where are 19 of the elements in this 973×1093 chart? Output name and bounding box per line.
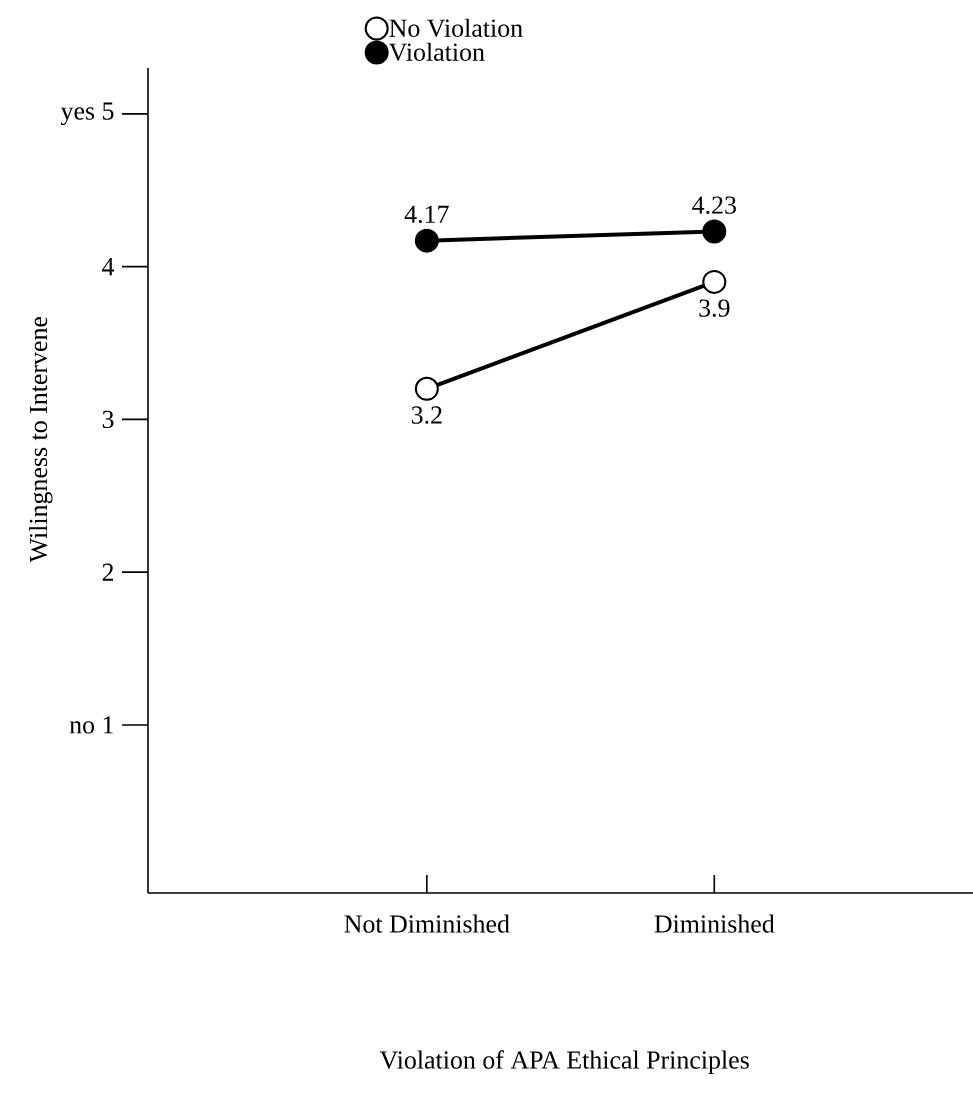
point xyxy=(702,219,727,244)
x-tick-label: Not Diminished xyxy=(344,914,510,933)
point xyxy=(414,228,439,253)
point xyxy=(702,269,727,294)
legend-label: No Violation xyxy=(389,18,523,38)
point xyxy=(414,376,439,401)
data-label: 4.23 xyxy=(692,196,736,214)
y-tick-label: 3 xyxy=(102,410,114,429)
data-label: 3.2 xyxy=(411,406,442,424)
data-label: 4.17 xyxy=(404,205,449,224)
y-tick-label: 2 xyxy=(102,563,114,581)
y-axis-title: Wilingness to Intervene xyxy=(28,316,53,563)
y-tick-label: 4 xyxy=(102,258,115,276)
x-tick-label: Diminished xyxy=(654,914,775,933)
legend-label: Violation xyxy=(388,42,485,62)
y-tick-label: yes 5 xyxy=(60,102,114,126)
data-label: 3.9 xyxy=(699,299,730,317)
x-axis-title: Violation of APA Ethical Principles xyxy=(379,1050,749,1074)
y-tick-label: no 1 xyxy=(69,716,113,734)
